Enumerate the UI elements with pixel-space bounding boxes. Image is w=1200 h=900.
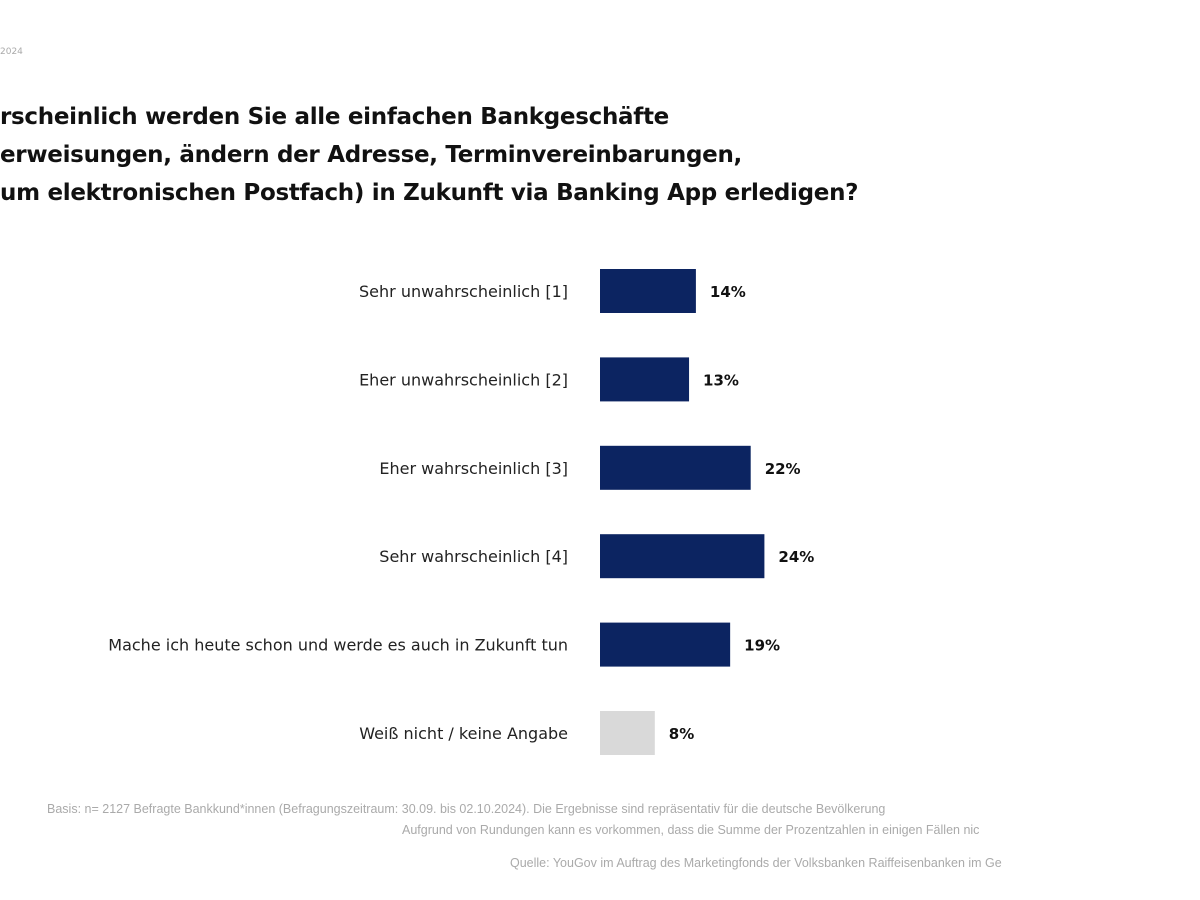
date-label: 2024	[0, 47, 23, 57]
value-label: 22%	[765, 460, 801, 478]
category-label: Sehr wahrscheinlich [4]	[379, 547, 568, 566]
title-line-1: rscheinlich werden Sie alle einfachen Ba…	[0, 104, 669, 130]
category-label: Eher unwahrscheinlich [2]	[359, 370, 568, 389]
category-label: Weiß nicht / keine Angabe	[359, 724, 568, 743]
title-line-2: erweisungen, ändern der Adresse, Terminv…	[0, 142, 742, 168]
bar	[600, 445, 751, 490]
chart-title: rscheinlich werden Sie alle einfachen Ba…	[0, 98, 859, 212]
bar	[600, 357, 690, 402]
value-label: 24%	[778, 548, 814, 566]
category-label: Sehr unwahrscheinlich [1]	[359, 282, 568, 301]
bar	[600, 711, 655, 755]
bar	[600, 534, 765, 579]
category-label: Mache ich heute schon und werde es auch …	[108, 636, 568, 655]
footer-rounding: Aufgrund von Rundungen kann es vorkommen…	[402, 823, 980, 837]
bar	[600, 622, 731, 667]
footer-source: Quelle: YouGov im Auftrag des Marketingf…	[510, 856, 1002, 870]
bar	[600, 269, 696, 313]
value-label: 8%	[669, 725, 694, 743]
category-label: Eher wahrscheinlich [3]	[379, 459, 568, 478]
value-label: 13%	[703, 371, 739, 389]
value-label: 19%	[744, 637, 780, 655]
footer-basis: Basis: n= 2127 Befragte Bankkund*innen (…	[47, 802, 886, 816]
value-label: 14%	[710, 283, 746, 301]
title-line-3: um elektronischen Postfach) in Zukunft v…	[0, 180, 859, 206]
